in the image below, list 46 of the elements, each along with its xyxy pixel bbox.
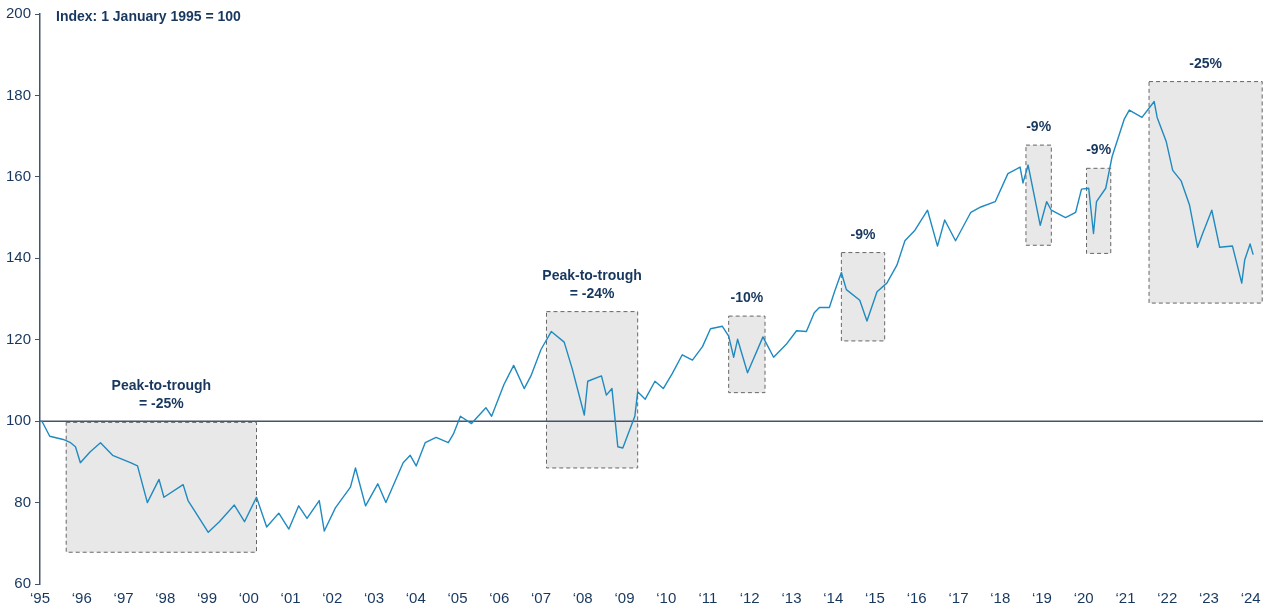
band-label: -10%: [730, 289, 764, 306]
x-tick-label: ‘00: [238, 589, 259, 607]
y-tick-label: 200: [6, 4, 32, 22]
x-tick-label: ‘10: [656, 589, 677, 607]
y-tick-label: 180: [6, 85, 32, 103]
x-tick-label: ‘99: [197, 589, 218, 607]
y-tick-label: 100: [6, 411, 32, 429]
x-tick-label: ‘19: [1031, 589, 1052, 607]
x-tick-label: ‘03: [363, 589, 385, 607]
y-tick-label: 120: [6, 329, 32, 347]
x-tick-label: ‘07: [530, 589, 551, 607]
x-tick-label: ‘98: [155, 589, 176, 607]
x-tick-label: ‘04: [405, 589, 426, 607]
band-label: Peak-to-trough = -24%: [542, 266, 642, 301]
x-tick-label: ‘95: [30, 589, 51, 607]
x-tick-label: ‘22: [1157, 589, 1178, 607]
band-label: -9%: [850, 225, 877, 242]
x-tick-label: ‘05: [447, 589, 468, 607]
x-tick-label: ‘08: [572, 589, 593, 607]
x-tick-label: ‘15: [864, 589, 885, 607]
x-tick-label: ‘06: [489, 589, 510, 607]
x-tick-label: ‘21: [1115, 589, 1136, 607]
band-label: -9%: [1086, 141, 1112, 158]
x-tick-label: ‘23: [1198, 589, 1219, 607]
x-tick-label: ‘02: [322, 589, 343, 607]
x-tick-label: ‘96: [71, 589, 92, 607]
x-tick-label: ‘14: [823, 589, 844, 607]
x-tick-label: ‘20: [1073, 589, 1094, 607]
chart-title: Index: 1 January 1995 = 100: [56, 7, 242, 24]
x-tick-label: ‘16: [906, 589, 927, 607]
band-label: -25%: [1189, 54, 1223, 71]
band-label: -9%: [1026, 118, 1052, 135]
band-label: Peak-to-trough = -25%: [111, 377, 212, 412]
y-tick-label: 140: [6, 248, 32, 266]
x-tick-label: ‘18: [990, 589, 1011, 607]
y-tick-label: 60: [14, 574, 32, 592]
y-tick-label: 160: [6, 167, 32, 184]
x-tick-label: ‘13: [781, 589, 802, 607]
x-tick-label: ‘09: [614, 589, 635, 607]
x-tick-label: ‘11: [698, 589, 718, 607]
x-tick-label: ‘24: [1240, 589, 1261, 607]
x-tick-label: ‘12: [739, 589, 760, 607]
y-tick-label: 80: [14, 492, 32, 510]
x-tick-label: ‘01: [280, 589, 301, 607]
x-tick-label: ‘17: [948, 589, 969, 607]
x-tick-label: ‘97: [113, 589, 134, 607]
